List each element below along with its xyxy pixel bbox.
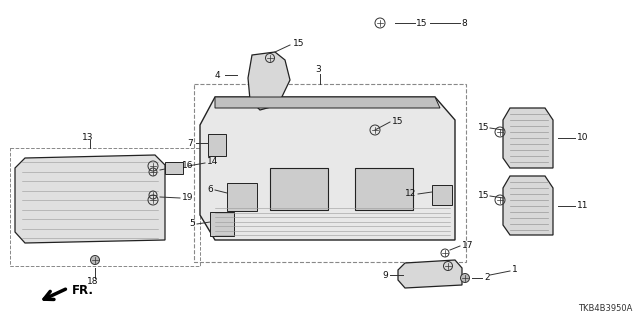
Polygon shape <box>215 97 440 108</box>
Text: 16: 16 <box>182 160 193 169</box>
Polygon shape <box>15 155 165 243</box>
Text: 4: 4 <box>214 70 220 79</box>
Bar <box>355 168 413 210</box>
Text: 8: 8 <box>461 19 467 27</box>
Text: 9: 9 <box>382 271 388 279</box>
Text: 11: 11 <box>577 202 589 211</box>
Bar <box>10 148 200 266</box>
Text: 3: 3 <box>315 65 321 75</box>
Text: 10: 10 <box>577 133 589 143</box>
Text: 5: 5 <box>189 219 195 228</box>
Circle shape <box>461 273 470 283</box>
Text: 15: 15 <box>477 122 489 131</box>
Polygon shape <box>503 108 553 168</box>
Text: 19: 19 <box>182 194 193 203</box>
Text: 15: 15 <box>293 40 305 48</box>
Bar <box>270 168 328 210</box>
Text: TKB4B3950A: TKB4B3950A <box>578 304 632 313</box>
Text: 6: 6 <box>207 184 213 194</box>
Circle shape <box>90 256 99 264</box>
Bar <box>210 212 234 236</box>
FancyArrowPatch shape <box>44 289 65 300</box>
Text: 15: 15 <box>392 116 403 125</box>
Polygon shape <box>503 176 553 235</box>
Polygon shape <box>248 52 290 110</box>
Text: FR.: FR. <box>72 285 94 298</box>
Text: 15: 15 <box>477 190 489 199</box>
Text: 12: 12 <box>404 189 416 198</box>
Text: 7: 7 <box>188 138 193 147</box>
Text: 18: 18 <box>87 278 99 286</box>
Text: 17: 17 <box>462 241 474 250</box>
Text: 14: 14 <box>207 158 218 167</box>
Text: 15: 15 <box>416 19 428 27</box>
Text: 13: 13 <box>83 132 93 142</box>
Bar <box>208 134 226 156</box>
Polygon shape <box>398 260 462 288</box>
Polygon shape <box>200 97 455 240</box>
Bar <box>194 84 466 262</box>
Text: 1: 1 <box>512 265 518 275</box>
Bar <box>227 183 257 211</box>
Bar <box>165 162 183 174</box>
Bar <box>432 185 452 205</box>
Text: 2: 2 <box>484 273 490 283</box>
